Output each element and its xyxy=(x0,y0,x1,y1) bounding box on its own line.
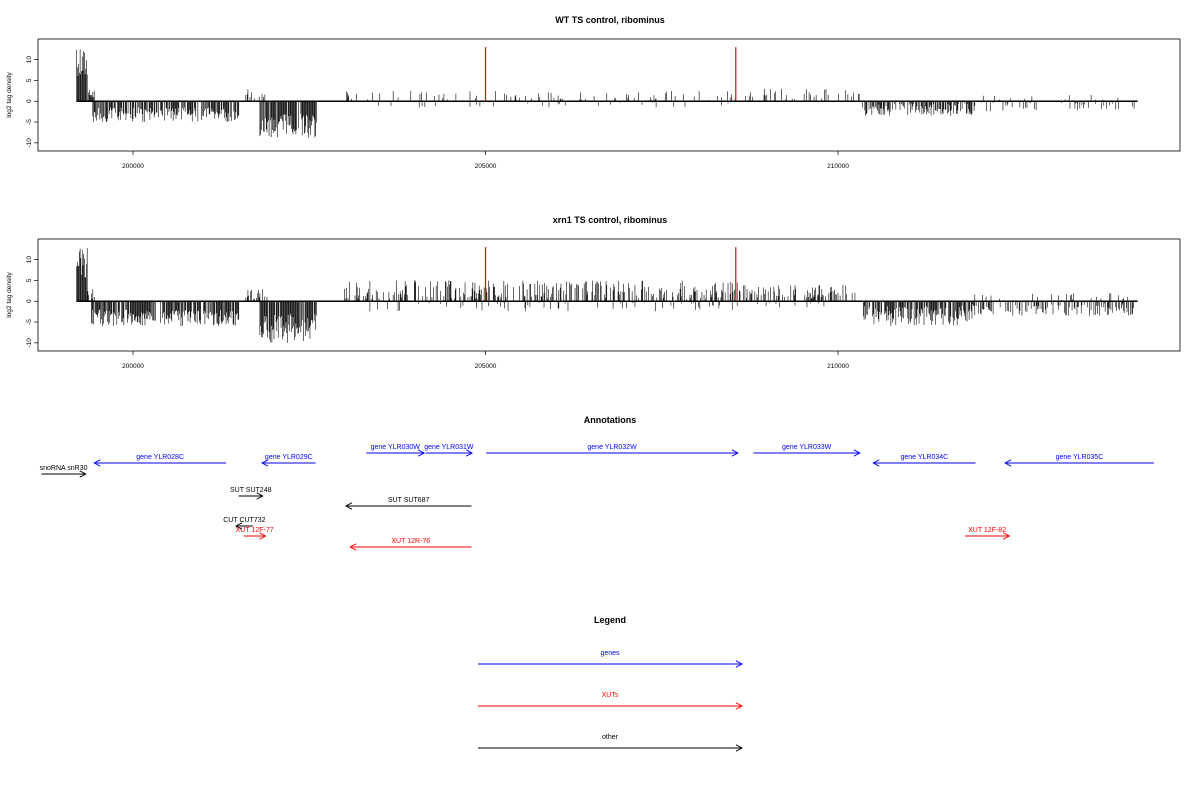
annotation-track: Annotations snoRNA snR30 gene YLR028C gene… xyxy=(40,415,1154,551)
annotation-arrow: gene YLR035C xyxy=(1004,454,1154,467)
annotation-label: XUT 12F-77 xyxy=(236,527,274,534)
legend-items: genes XUTs other xyxy=(478,650,743,752)
legend-item: genes xyxy=(478,650,743,668)
annotation-label: SUT SUT248 xyxy=(230,487,272,494)
annotation-features: snoRNA snR30 gene YLR028C gene YLR029C gene… xyxy=(40,444,1154,551)
annotation-arrow: XUT 12R-76 xyxy=(349,538,472,551)
annotation-arrow: gene YLR029C xyxy=(261,454,316,467)
annotations-title: Annotations xyxy=(584,415,637,425)
xrn1-x-axis: 200000 205000 210000 xyxy=(122,351,849,370)
wt-y-tick-label: -5 xyxy=(26,119,33,125)
xrn1-y-axis: -10 -5 0 5 10 xyxy=(26,256,38,348)
xrn1-y-tick-label: 5 xyxy=(26,278,33,282)
wt-plot-frame xyxy=(37,38,1181,152)
wt-marker-lines xyxy=(484,47,737,102)
legend-item: XUTs xyxy=(478,692,743,710)
wt-y-tick-label: -10 xyxy=(26,138,33,148)
annotation-arrow: gene YLR034C xyxy=(872,454,976,467)
annotation-label: XUT 12F-82 xyxy=(968,527,1006,534)
annotation-arrow: gene YLR031W xyxy=(424,444,474,457)
legend-item-label: other xyxy=(602,734,619,741)
wt-x-tick-label: 205000 xyxy=(475,163,497,170)
wt-y-tick-label: 10 xyxy=(26,56,33,64)
xrn1-coverage-bars xyxy=(76,248,1134,343)
annotation-label: gene YLR035C xyxy=(1056,454,1104,461)
annotation-arrow: SUT SUT687 xyxy=(344,497,472,510)
xrn1-y-tick-label: 10 xyxy=(26,256,33,264)
annotation-arrow: gene YLR032W xyxy=(486,444,739,457)
wt-y-axis: -10 -5 0 5 10 xyxy=(26,56,38,148)
annotation-label: XUT 12R-76 xyxy=(391,538,430,545)
annotation-label: gene YLR030W xyxy=(371,444,421,451)
annotation-label: gene YLR033W xyxy=(782,444,832,451)
wt-panel-title: WT TS control, ribominus xyxy=(555,15,665,25)
annotation-label: SUT SUT687 xyxy=(388,497,430,504)
legend: Legend genes XUTs other xyxy=(478,615,743,752)
annotation-label: gene YLR032W xyxy=(587,444,637,451)
xrn1-x-tick-label: 210000 xyxy=(827,363,849,370)
xrn1-y-tick-label: -5 xyxy=(26,319,33,325)
xrn1-panel-title: xrn1 TS control, ribominus xyxy=(553,215,668,225)
annotation-label: snoRNA snR30 xyxy=(40,465,88,472)
annotation-arrow: XUT 12F-82 xyxy=(964,527,1011,540)
annotation-arrow: snoRNA snR30 xyxy=(40,465,88,478)
wt-x-axis: 200000 205000 210000 xyxy=(122,151,849,170)
legend-item: other xyxy=(478,734,743,752)
legend-item-label: XUTs xyxy=(602,692,619,699)
wt-x-tick-label: 200000 xyxy=(122,163,144,170)
annotation-label: gene YLR034C xyxy=(900,454,948,461)
legend-item-label: genes xyxy=(600,650,620,657)
wt-y-tick-label: 5 xyxy=(26,78,33,82)
annotation-arrow: CUT CUT732 xyxy=(223,517,266,530)
annotation-label: gene YLR028C xyxy=(136,454,184,461)
annotation-arrow: gene YLR028C xyxy=(93,454,227,467)
xrn1-x-tick-label: 205000 xyxy=(475,363,497,370)
xrn1-coverage-panel: xrn1 TS control, ribominus log2 tag dens… xyxy=(6,215,1181,370)
annotation-arrow: gene YLR030W xyxy=(366,444,426,457)
xrn1-y-tick-label: 0 xyxy=(26,299,33,303)
annotation-arrow: SUT SUT248 xyxy=(230,487,272,500)
wt-y-axis-label: log2 tag density xyxy=(6,71,13,117)
annotation-label: CUT CUT732 xyxy=(223,517,265,524)
xrn1-y-axis-label: log2 tag density xyxy=(6,271,13,317)
wt-coverage-bars xyxy=(76,49,1135,138)
wt-coverage-panel: WT TS control, ribominus log2 tag densit… xyxy=(6,15,1181,170)
xrn1-y-tick-label: -10 xyxy=(26,338,33,348)
xrn1-x-tick-label: 200000 xyxy=(122,363,144,370)
wt-x-tick-label: 210000 xyxy=(827,163,849,170)
xrn1-marker-lines xyxy=(484,247,737,302)
annotation-label: gene YLR029C xyxy=(265,454,313,461)
wt-y-tick-label: 0 xyxy=(26,99,33,103)
annotation-arrow: XUT 12F-77 xyxy=(236,527,274,540)
annotation-arrow: gene YLR033W xyxy=(753,444,861,457)
annotation-label: gene YLR031W xyxy=(424,444,474,451)
xrn1-plot-frame xyxy=(37,238,1181,352)
legend-title: Legend xyxy=(594,615,626,625)
